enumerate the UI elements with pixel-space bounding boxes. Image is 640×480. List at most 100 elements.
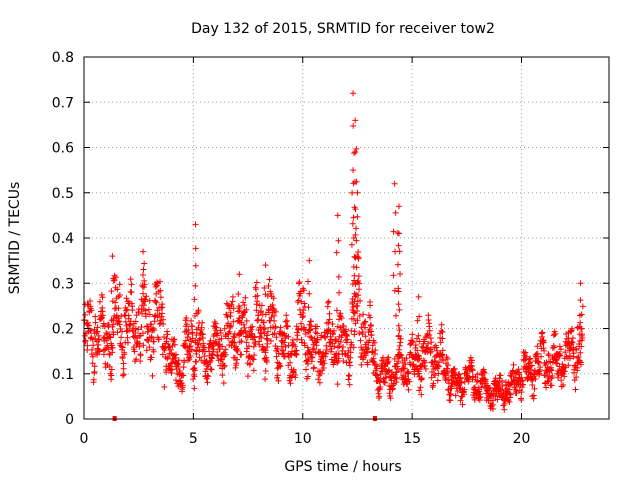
data-point xyxy=(296,279,303,286)
data-point xyxy=(287,351,294,358)
data-point xyxy=(273,334,280,341)
data-point xyxy=(351,328,358,335)
data-point xyxy=(192,262,199,269)
data-point xyxy=(397,270,404,277)
data-point xyxy=(501,406,508,413)
data-point xyxy=(575,353,582,360)
data-point xyxy=(214,349,221,356)
data-point xyxy=(566,352,573,359)
data-point xyxy=(161,384,168,391)
data-point xyxy=(391,355,398,362)
data-point xyxy=(577,297,584,304)
data-point xyxy=(433,344,440,351)
data-point xyxy=(251,333,258,340)
data-point xyxy=(444,365,451,372)
data-point xyxy=(333,307,340,314)
data-point xyxy=(143,293,150,300)
data-point xyxy=(264,336,271,343)
data-point xyxy=(336,289,343,296)
data-point xyxy=(88,307,95,314)
x-tick-label: 10 xyxy=(294,431,312,447)
data-point xyxy=(145,306,152,313)
data-point xyxy=(266,276,273,283)
data-point xyxy=(210,346,217,353)
data-point xyxy=(350,304,357,311)
data-point xyxy=(367,302,374,309)
data-point xyxy=(256,338,263,345)
data-point xyxy=(415,332,422,339)
data-point xyxy=(289,337,296,344)
data-point xyxy=(96,348,103,355)
data-point xyxy=(205,361,212,368)
data-point xyxy=(346,359,353,366)
data-point xyxy=(306,257,313,264)
data-point xyxy=(113,312,120,319)
y-tick-label: 0.2 xyxy=(52,322,74,338)
data-point xyxy=(108,288,115,295)
data-point xyxy=(193,358,200,365)
data-point xyxy=(534,343,541,350)
data-point xyxy=(142,313,149,320)
data-point xyxy=(234,356,241,363)
chart-title: Day 132 of 2015, SRMTID for receiver tow… xyxy=(191,21,495,37)
data-point xyxy=(403,355,410,362)
data-point xyxy=(241,324,248,331)
data-point xyxy=(171,336,178,343)
data-point xyxy=(333,249,340,256)
data-point xyxy=(396,203,402,210)
data-point xyxy=(219,372,226,379)
data-point xyxy=(539,329,546,336)
data-point xyxy=(455,371,462,378)
data-point xyxy=(360,311,367,318)
data-point xyxy=(499,377,506,384)
data-point xyxy=(325,319,332,326)
data-point xyxy=(421,338,428,345)
axis-ticks xyxy=(83,56,609,420)
data-point xyxy=(469,373,476,380)
data-point xyxy=(377,384,384,391)
data-point xyxy=(237,351,244,358)
data-point xyxy=(324,299,331,306)
data-point xyxy=(349,189,356,196)
data-point xyxy=(139,271,146,278)
y-tick-label: 0.1 xyxy=(52,367,74,383)
data-point xyxy=(191,385,198,392)
data-point xyxy=(262,368,269,375)
data-point xyxy=(196,336,203,343)
data-point xyxy=(207,337,214,344)
data-point xyxy=(110,331,117,338)
data-point xyxy=(516,369,523,376)
data-point xyxy=(91,368,98,375)
data-point xyxy=(347,349,354,356)
data-point xyxy=(198,357,205,364)
data-point xyxy=(262,262,269,269)
data-point xyxy=(401,365,408,372)
data-point xyxy=(499,382,506,389)
data-point xyxy=(258,302,265,309)
data-point xyxy=(362,324,369,331)
data-point xyxy=(574,367,581,374)
data-point xyxy=(308,323,315,330)
data-point xyxy=(274,346,281,353)
x-axis-label: GPS time / hours xyxy=(284,459,401,475)
data-point xyxy=(438,321,445,328)
data-point xyxy=(532,375,539,382)
data-point xyxy=(316,379,323,386)
data-point xyxy=(236,315,243,322)
data-point xyxy=(103,329,110,336)
grid-lines xyxy=(84,57,609,419)
data-point xyxy=(206,359,213,366)
data-point xyxy=(140,284,147,291)
data-point xyxy=(112,274,119,281)
data-point xyxy=(303,357,310,364)
data-point xyxy=(190,376,197,383)
data-point xyxy=(570,350,577,357)
data-point xyxy=(334,344,341,351)
data-point xyxy=(350,315,357,322)
data-point xyxy=(314,330,321,337)
data-point xyxy=(387,395,394,402)
data-point xyxy=(359,328,366,335)
data-point xyxy=(236,339,243,346)
data-point xyxy=(220,380,227,387)
data-point xyxy=(346,381,353,388)
